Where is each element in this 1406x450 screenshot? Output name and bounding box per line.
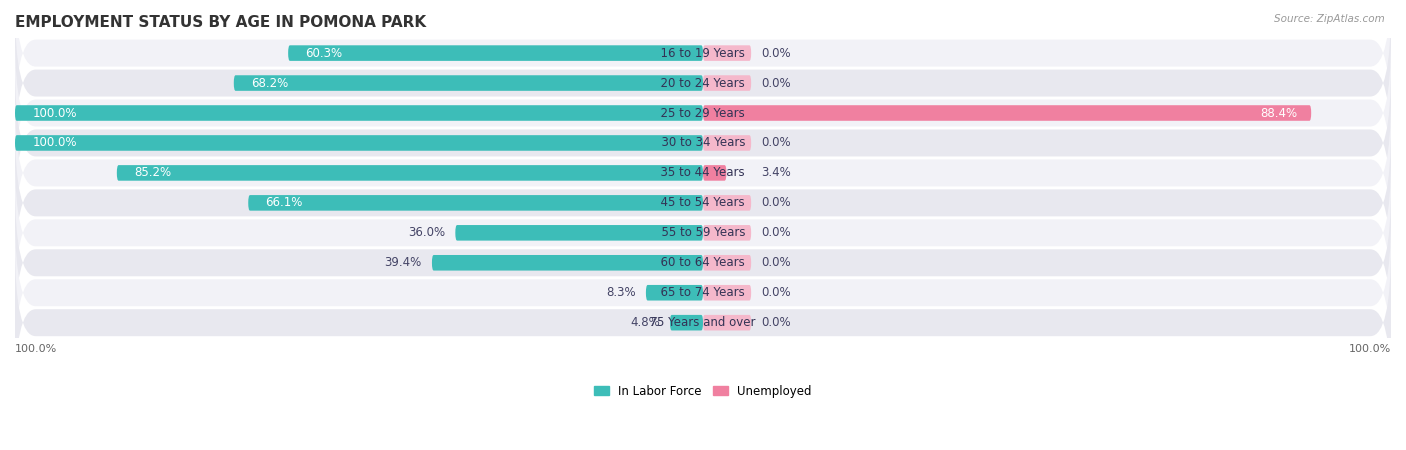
FancyBboxPatch shape: [15, 126, 1391, 279]
Text: Source: ZipAtlas.com: Source: ZipAtlas.com: [1274, 14, 1385, 23]
FancyBboxPatch shape: [233, 75, 703, 91]
Text: 0.0%: 0.0%: [762, 256, 792, 269]
FancyBboxPatch shape: [671, 315, 703, 330]
FancyBboxPatch shape: [703, 225, 751, 241]
FancyBboxPatch shape: [15, 246, 1391, 399]
Text: 100.0%: 100.0%: [15, 344, 58, 354]
FancyBboxPatch shape: [703, 105, 1312, 121]
Text: 0.0%: 0.0%: [762, 286, 792, 299]
FancyBboxPatch shape: [456, 225, 703, 241]
FancyBboxPatch shape: [15, 36, 1391, 189]
FancyBboxPatch shape: [703, 165, 727, 181]
FancyBboxPatch shape: [15, 186, 1391, 339]
FancyBboxPatch shape: [15, 97, 1391, 249]
FancyBboxPatch shape: [15, 216, 1391, 369]
Text: 85.2%: 85.2%: [134, 166, 172, 180]
FancyBboxPatch shape: [703, 135, 751, 151]
FancyBboxPatch shape: [288, 45, 703, 61]
Text: 20 to 24 Years: 20 to 24 Years: [654, 76, 752, 90]
FancyBboxPatch shape: [645, 285, 703, 301]
Text: 0.0%: 0.0%: [762, 226, 792, 239]
FancyBboxPatch shape: [15, 135, 703, 151]
Text: 45 to 54 Years: 45 to 54 Years: [654, 196, 752, 209]
FancyBboxPatch shape: [249, 195, 703, 211]
Text: 39.4%: 39.4%: [384, 256, 422, 269]
Text: 100.0%: 100.0%: [32, 107, 77, 120]
Text: 68.2%: 68.2%: [252, 76, 288, 90]
FancyBboxPatch shape: [15, 7, 1391, 159]
Text: 3.4%: 3.4%: [762, 166, 792, 180]
FancyBboxPatch shape: [15, 105, 703, 121]
FancyBboxPatch shape: [703, 285, 751, 301]
FancyBboxPatch shape: [703, 45, 751, 61]
Text: 55 to 59 Years: 55 to 59 Years: [654, 226, 752, 239]
Legend: In Labor Force, Unemployed: In Labor Force, Unemployed: [595, 385, 811, 398]
Text: 100.0%: 100.0%: [32, 136, 77, 149]
Text: 75 Years and over: 75 Years and over: [643, 316, 763, 329]
Text: 0.0%: 0.0%: [762, 316, 792, 329]
Text: 0.0%: 0.0%: [762, 196, 792, 209]
Text: 66.1%: 66.1%: [266, 196, 302, 209]
Text: 30 to 34 Years: 30 to 34 Years: [654, 136, 752, 149]
FancyBboxPatch shape: [15, 157, 1391, 309]
Text: 100.0%: 100.0%: [1348, 344, 1391, 354]
FancyBboxPatch shape: [15, 67, 1391, 219]
Text: 60.3%: 60.3%: [305, 47, 343, 59]
Text: 35 to 44 Years: 35 to 44 Years: [654, 166, 752, 180]
FancyBboxPatch shape: [432, 255, 703, 270]
FancyBboxPatch shape: [117, 165, 703, 181]
FancyBboxPatch shape: [703, 75, 751, 91]
Text: EMPLOYMENT STATUS BY AGE IN POMONA PARK: EMPLOYMENT STATUS BY AGE IN POMONA PARK: [15, 15, 426, 30]
FancyBboxPatch shape: [703, 315, 751, 330]
Text: 0.0%: 0.0%: [762, 76, 792, 90]
Text: 60 to 64 Years: 60 to 64 Years: [654, 256, 752, 269]
FancyBboxPatch shape: [15, 0, 1391, 130]
Text: 25 to 29 Years: 25 to 29 Years: [654, 107, 752, 120]
FancyBboxPatch shape: [703, 195, 751, 211]
Text: 65 to 74 Years: 65 to 74 Years: [654, 286, 752, 299]
Text: 16 to 19 Years: 16 to 19 Years: [654, 47, 752, 59]
Text: 0.0%: 0.0%: [762, 136, 792, 149]
Text: 88.4%: 88.4%: [1260, 107, 1298, 120]
FancyBboxPatch shape: [703, 255, 751, 270]
Text: 0.0%: 0.0%: [762, 47, 792, 59]
Text: 4.8%: 4.8%: [630, 316, 659, 329]
Text: 36.0%: 36.0%: [408, 226, 446, 239]
Text: 8.3%: 8.3%: [606, 286, 636, 299]
